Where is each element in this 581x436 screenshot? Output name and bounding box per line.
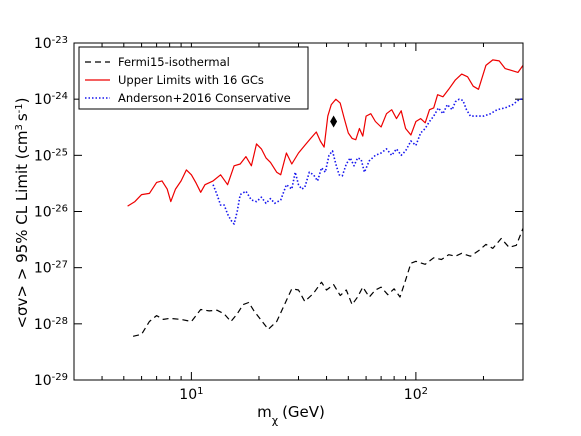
y-tick-label: 10-28 <box>34 315 68 333</box>
legend-label-0: Fermi15-isothermal <box>118 55 230 69</box>
y-tick-label: 10-26 <box>34 203 68 221</box>
y-tick-label: 10-27 <box>34 259 68 277</box>
y-axis-label: <σv> > 95% CL Limit (cm3s-1) <box>13 97 31 328</box>
x-axis-label: mχ (GeV) <box>257 403 325 427</box>
legend: Fermi15-isothermal Upper Limits with 16 G… <box>78 46 309 110</box>
series-line-0 <box>132 228 524 337</box>
legend-label-2: Anderson+2016 Conservative <box>118 91 291 105</box>
series-line-1 <box>127 59 524 207</box>
marker-layer <box>330 115 338 128</box>
series-layer <box>127 59 524 337</box>
legend-box <box>78 46 309 110</box>
x-tick-label: 102 <box>404 386 428 404</box>
plot-area-frame <box>73 42 524 381</box>
y-tick-label: 10-23 <box>34 35 68 53</box>
y-tick-label: 10-25 <box>34 147 68 165</box>
diamond-marker <box>330 115 338 128</box>
series-line-2 <box>212 98 523 225</box>
tick-labels: 101 102 10-29 10-28 10-27 10-26 10-25 10-24 10-2… <box>34 35 428 404</box>
x-tick-label: 101 <box>179 386 203 404</box>
y-tick-label: 10-29 <box>34 372 68 390</box>
legend-label-1: Upper Limits with 16 GCs <box>118 73 264 87</box>
minor-tick-marks <box>101 43 484 380</box>
y-tick-label: 10-24 <box>34 91 68 109</box>
